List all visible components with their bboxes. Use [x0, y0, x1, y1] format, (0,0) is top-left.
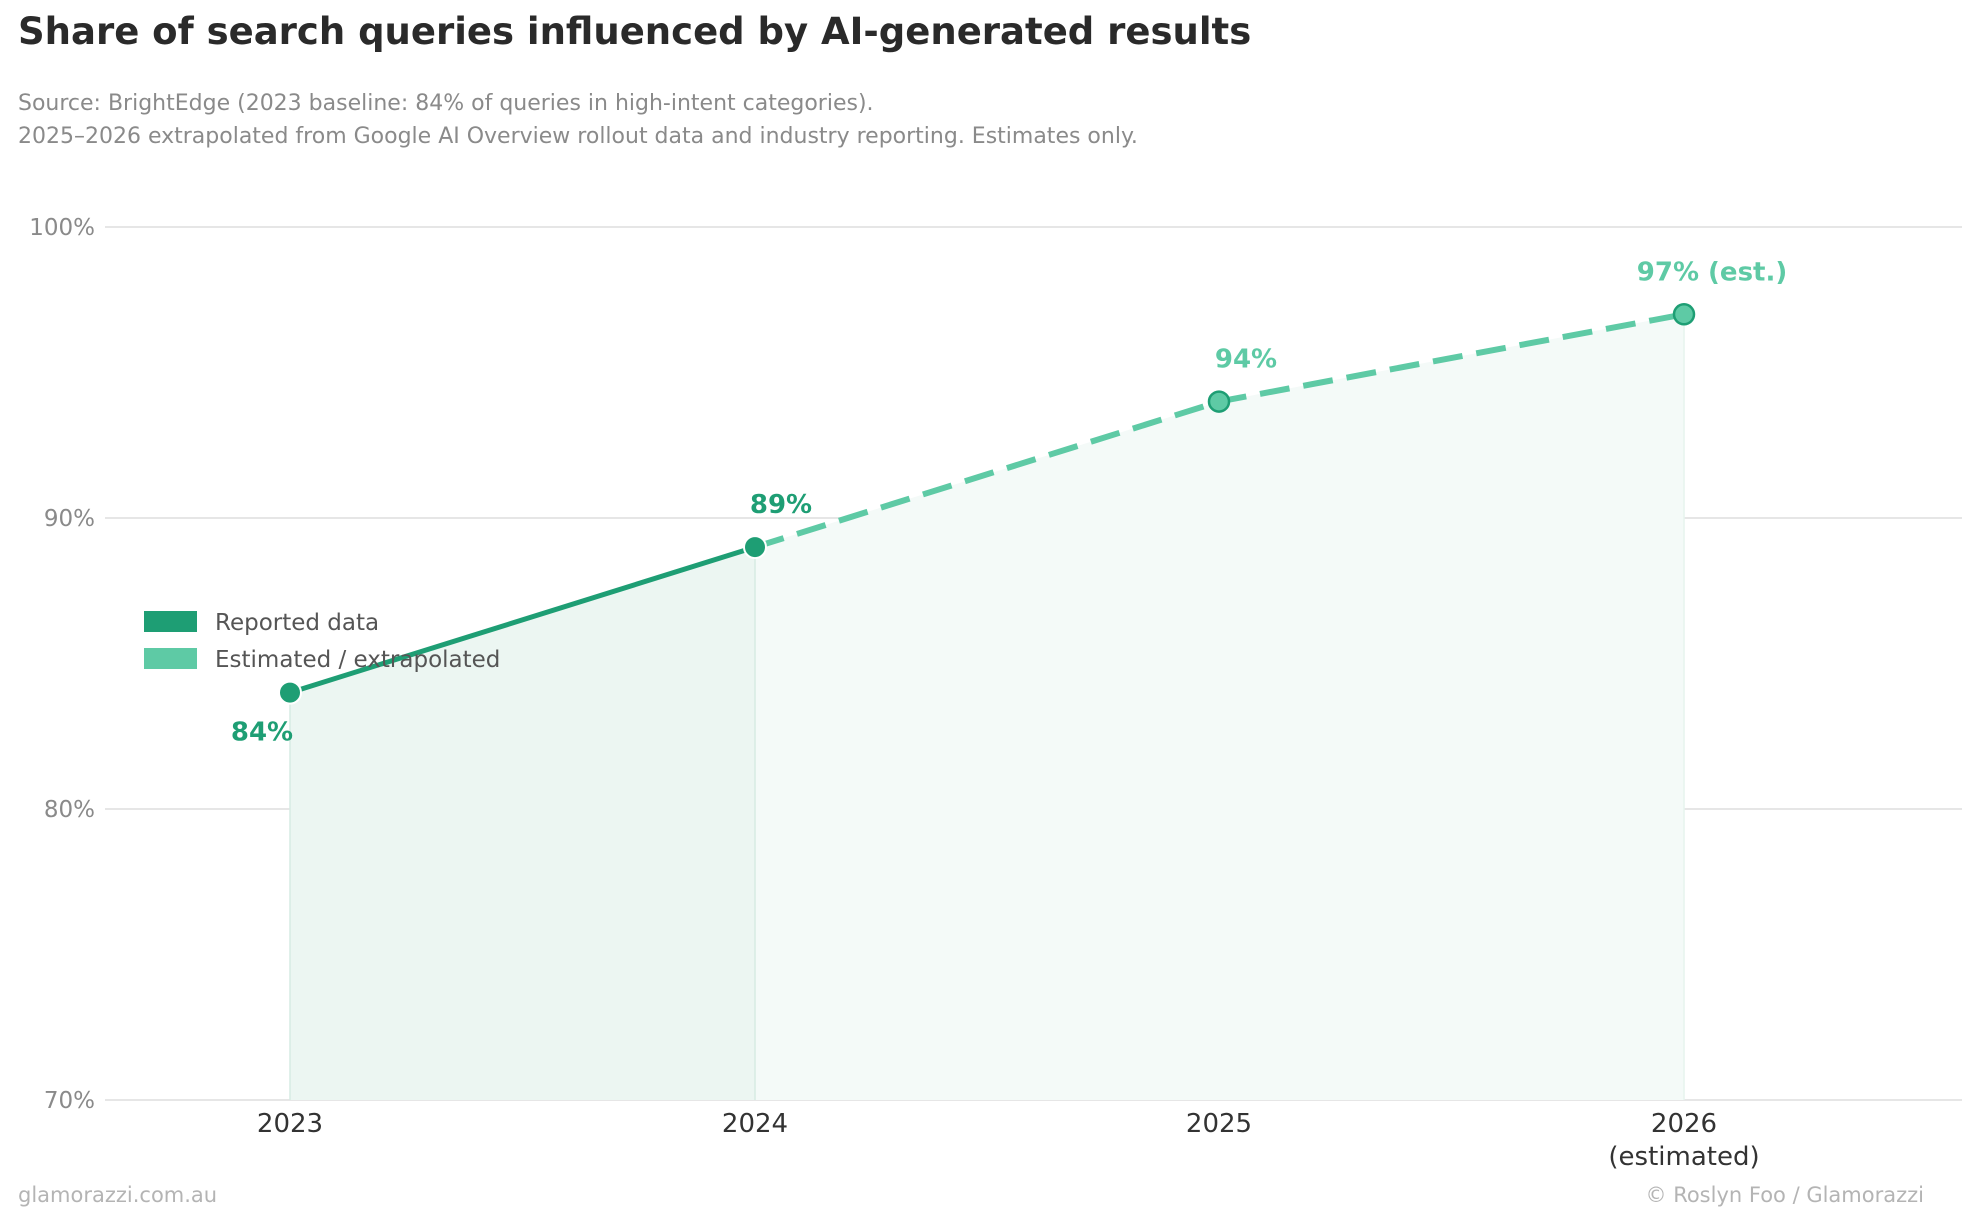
x-tick-label: 2025 [1186, 1109, 1252, 1139]
chart-subtitle-line-1: Source: BrightEdge (2023 baseline: 84% o… [18, 91, 874, 116]
legend-swatch [144, 648, 197, 669]
y-tick-label: 70% [44, 1088, 95, 1114]
legend-swatch [144, 611, 197, 632]
chart-subtitle-line-2: 2025–2026 extrapolated from Google AI Ov… [18, 124, 1138, 149]
y-tick-label: 80% [44, 797, 95, 823]
legend-label: Reported data [215, 610, 379, 636]
area-fills [289, 314, 1685, 1100]
y-tick-label: 100% [29, 215, 95, 241]
data-point-2025 [1207, 390, 1231, 413]
legend-label: Estimated / extrapolated [215, 647, 500, 673]
data-labels: 84% 89% 94% 97% (est.) [231, 257, 1787, 747]
data-point-2024 [743, 535, 767, 560]
x-tick-label: 2026 (estimated) [1608, 1109, 1759, 1172]
chart-title: Share of search queries influenced by AI… [18, 10, 1252, 53]
x-tick-label: 2023 [257, 1109, 323, 1139]
reported-series-line [289, 544, 756, 695]
data-point-2026 [1672, 303, 1696, 326]
data-label-2026: 97% (est.) [1637, 257, 1787, 287]
axis-ticks: 70% 80% 90% 100% 2023 2024 2025 2026 (estimated) [29, 215, 1759, 1172]
footer-site: glamorazzi.com.au [18, 1183, 218, 1207]
reported-area [290, 547, 755, 1100]
data-point-2023 [278, 680, 302, 705]
legend: Reported data Estimated / extrapolated [144, 610, 500, 673]
data-points [278, 303, 1696, 705]
data-label-2023: 84% [231, 718, 293, 748]
y-tick-label: 90% [44, 506, 95, 532]
data-label-2024: 89% [750, 490, 812, 520]
x-tick-label: 2024 [722, 1109, 788, 1139]
estimated-area [755, 314, 1684, 1100]
footer-credit: © Roslyn Foo / Glamorazzi [1645, 1183, 1924, 1207]
data-label-2025: 94% [1215, 345, 1277, 375]
